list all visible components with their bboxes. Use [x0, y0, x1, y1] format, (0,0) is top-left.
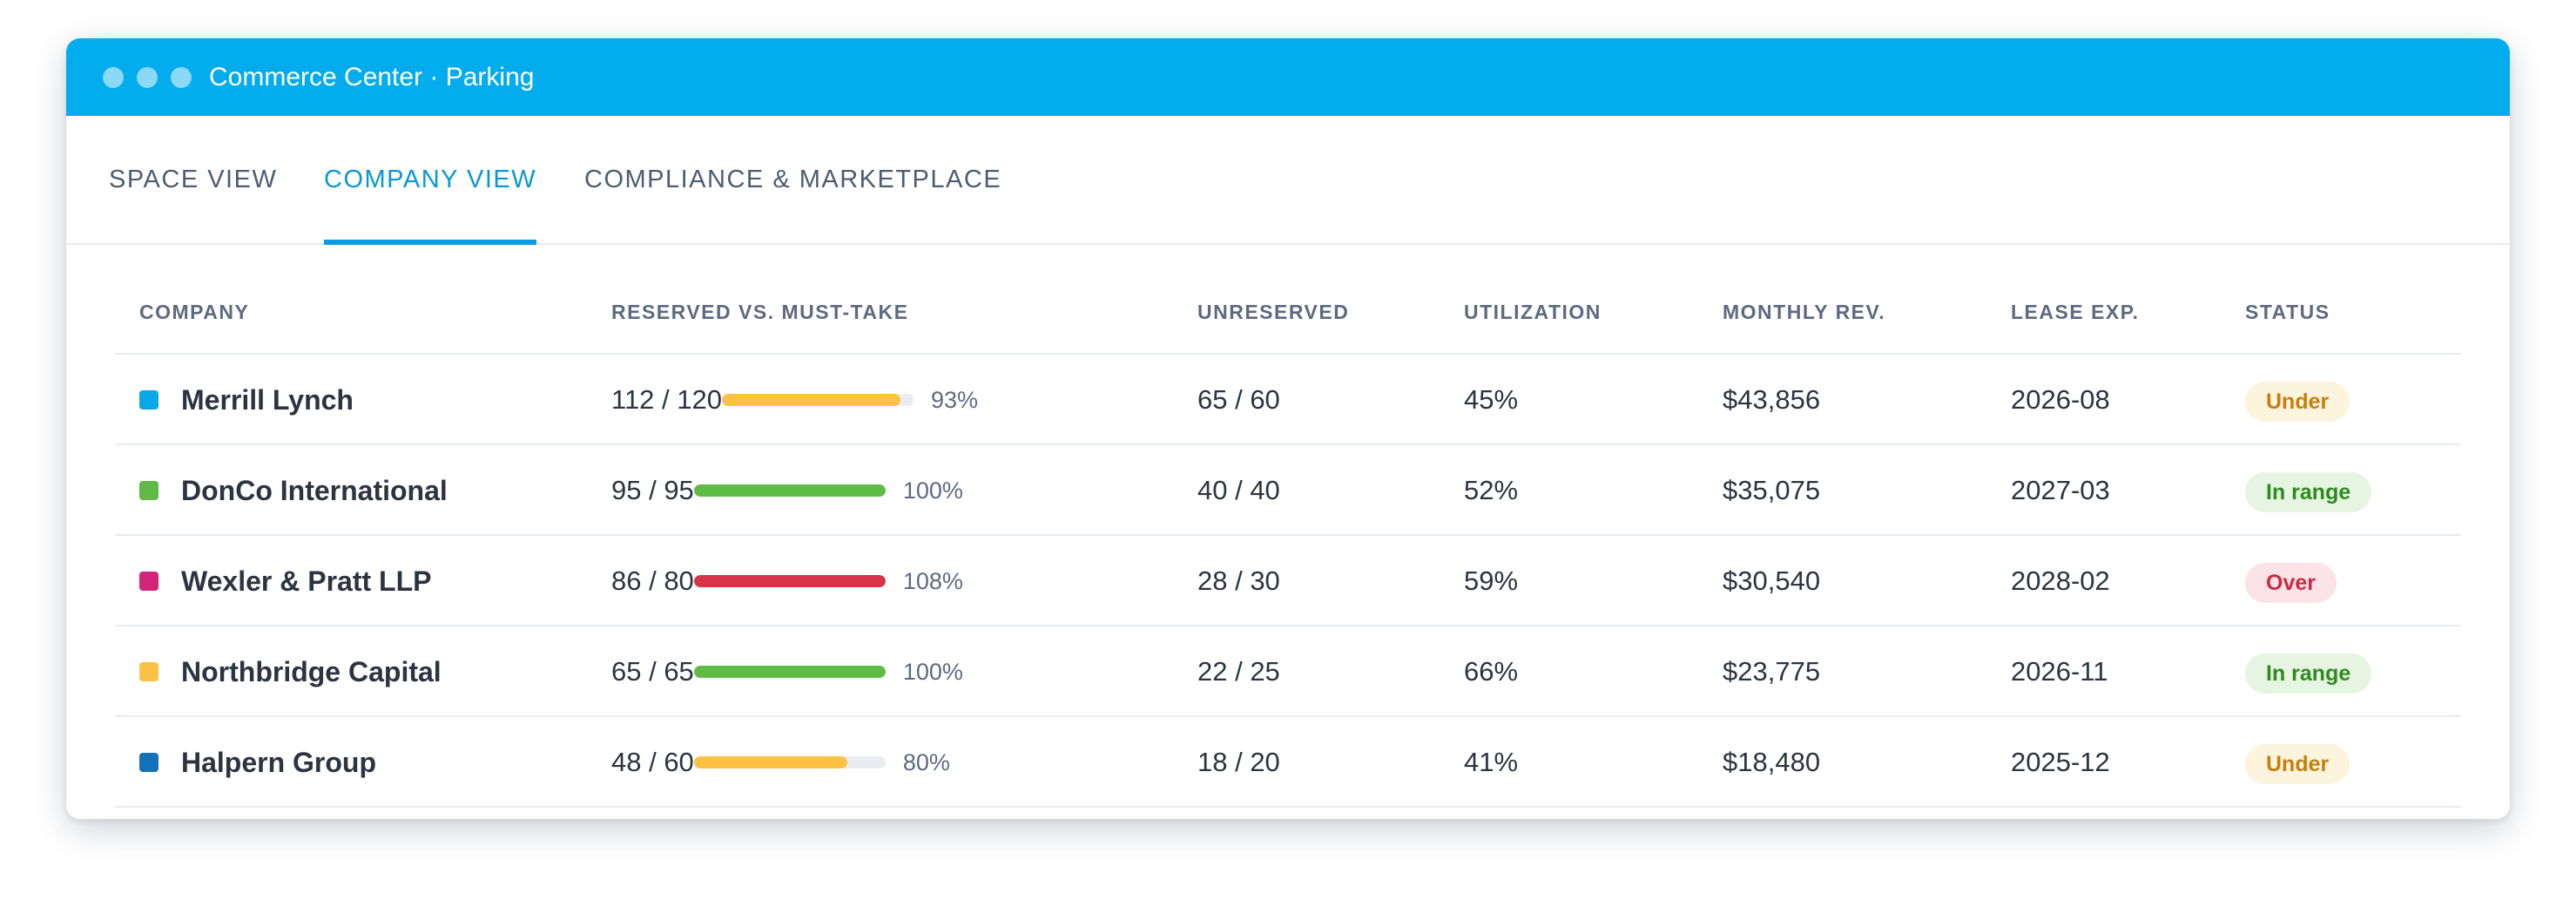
unreserved-cell: 65 / 60	[1197, 384, 1280, 415]
reserved-progress-bar	[693, 484, 886, 497]
company-cell: Merrill Lynch	[139, 355, 354, 445]
utilization-cell: 41%	[1464, 747, 1519, 777]
reserved-progress-fill	[693, 484, 886, 497]
table-row[interactable]: Wexler & Pratt LLP 86 / 80 108% 28 / 30 …	[115, 536, 2461, 626]
company-cell: Northbridge Capital	[139, 626, 442, 717]
monthly-revenue-cell: $43,856	[1723, 384, 1821, 415]
company-table: COMPANY RESERVED VS. MUST-TAKE UNRESERVE…	[115, 269, 2461, 808]
table-body: Merrill Lynch 112 / 120 93% 65 / 60 45% …	[115, 355, 2461, 808]
reserved-progress-fill	[693, 575, 886, 587]
header-unreserved[interactable]: UNRESERVED	[1197, 301, 1350, 323]
utilization-cell: 66%	[1464, 656, 1519, 687]
reserved-progress-bar	[693, 666, 886, 678]
monthly-revenue-cell: $30,540	[1723, 565, 1821, 596]
status-cell: In range	[2245, 445, 2372, 536]
company-cell: Halpern Group	[139, 717, 376, 808]
company-name[interactable]: Northbridge Capital	[181, 655, 442, 687]
reserved-cell: 95 / 95 100%	[611, 445, 963, 536]
tab-space-view[interactable]: SPACE VIEW	[109, 116, 277, 243]
maximize-dot-icon[interactable]	[171, 66, 192, 88]
status-badge: Over	[2245, 563, 2337, 603]
status-cell: In range	[2245, 626, 2372, 717]
company-name[interactable]: Halpern Group	[181, 746, 377, 778]
reserved-progress-bar	[721, 394, 914, 406]
monthly-revenue-cell: $35,075	[1723, 475, 1821, 505]
unreserved-cell: 28 / 30	[1197, 565, 1280, 596]
unreserved-cell: 40 / 40	[1197, 475, 1280, 505]
tab-label: COMPLIANCE & MARKETPLACE	[584, 166, 1002, 193]
app-window: Commerce Center · Parking SPACE VIEW COM…	[66, 38, 2510, 819]
reserved-percent: 108%	[902, 567, 963, 594]
reserved-cell: 65 / 65 100%	[611, 626, 963, 717]
reserved-count: 65 / 65	[611, 656, 694, 687]
lease-expiration-cell: 2027-03	[2011, 475, 2110, 505]
header-status[interactable]: STATUS	[2245, 301, 2330, 323]
unreserved-cell: 18 / 20	[1197, 747, 1280, 777]
lease-expiration-cell: 2026-11	[2011, 656, 2108, 687]
reserved-cell: 86 / 80 108%	[611, 536, 963, 626]
company-cell: Wexler & Pratt LLP	[139, 536, 431, 626]
reserved-count: 48 / 60	[611, 747, 694, 777]
tab-company-view[interactable]: COMPANY VIEW	[324, 116, 537, 245]
reserved-progress-bar	[693, 575, 886, 587]
reserved-count: 95 / 95	[611, 475, 694, 505]
company-name[interactable]: Merrill Lynch	[181, 383, 354, 416]
status-badge: Under	[2245, 744, 2350, 784]
table-header-row: COMPANY RESERVED VS. MUST-TAKE UNRESERVE…	[115, 269, 2461, 355]
header-company[interactable]: COMPANY	[139, 301, 250, 323]
unreserved-cell: 22 / 25	[1197, 656, 1280, 687]
tab-compliance-marketplace[interactable]: COMPLIANCE & MARKETPLACE	[584, 116, 1001, 243]
monthly-revenue-cell: $18,480	[1723, 747, 1821, 777]
utilization-cell: 59%	[1464, 565, 1519, 596]
company-name[interactable]: DonCo International	[181, 474, 448, 506]
view-tabs: SPACE VIEW COMPANY VIEW COMPLIANCE & MAR…	[66, 116, 2510, 245]
status-badge: In range	[2245, 472, 2372, 512]
reserved-count: 86 / 80	[611, 565, 694, 596]
table-row[interactable]: Halpern Group 48 / 60 80% 18 / 20 41% $1…	[115, 717, 2461, 808]
reserved-percent: 80%	[902, 748, 950, 775]
lease-expiration-cell: 2028-02	[2011, 565, 2110, 596]
table-row[interactable]: DonCo International 95 / 95 100% 40 / 40…	[115, 445, 2461, 536]
reserved-count: 112 / 120	[611, 384, 722, 415]
table-row[interactable]: Merrill Lynch 112 / 120 93% 65 / 60 45% …	[115, 355, 2461, 445]
reserved-progress-fill	[693, 666, 886, 678]
company-color-swatch	[139, 572, 158, 591]
status-cell: Under	[2245, 355, 2350, 445]
reserved-progress-fill	[693, 756, 847, 768]
status-badge: In range	[2245, 653, 2372, 694]
reserved-progress-bar	[693, 756, 886, 768]
company-cell: DonCo International	[139, 445, 448, 536]
reserved-percent: 93%	[930, 386, 979, 413]
header-utilization[interactable]: UTILIZATION	[1464, 301, 1602, 323]
utilization-cell: 52%	[1464, 475, 1519, 505]
header-monthly-revenue[interactable]: MONTHLY REV.	[1723, 301, 1886, 323]
title-bar: Commerce Center · Parking	[66, 38, 2510, 116]
close-dot-icon[interactable]	[103, 66, 124, 88]
table-row[interactable]: Northbridge Capital 65 / 65 100% 22 / 25…	[115, 626, 2461, 717]
utilization-cell: 45%	[1464, 384, 1519, 415]
status-cell: Over	[2245, 536, 2337, 626]
company-name[interactable]: Wexler & Pratt LLP	[181, 565, 432, 597]
status-cell: Under	[2245, 717, 2350, 808]
reserved-percent: 100%	[902, 658, 963, 685]
company-color-swatch	[139, 481, 158, 500]
minimize-dot-icon[interactable]	[137, 66, 158, 88]
reserved-cell: 48 / 60 80%	[611, 717, 950, 808]
lease-expiration-cell: 2025-12	[2011, 747, 2110, 777]
window-title: Commerce Center · Parking	[209, 62, 535, 91]
reserved-progress-fill	[721, 394, 900, 406]
tab-label: COMPANY VIEW	[324, 166, 537, 193]
lease-expiration-cell: 2026-08	[2011, 384, 2110, 415]
window-controls	[103, 66, 192, 88]
header-lease-expiration[interactable]: LEASE EXP.	[2011, 301, 2140, 323]
reserved-cell: 112 / 120 93%	[611, 355, 978, 445]
reserved-percent: 100%	[902, 477, 963, 504]
status-badge: Under	[2245, 382, 2350, 422]
header-reserved[interactable]: RESERVED VS. MUST-TAKE	[611, 301, 909, 323]
company-color-swatch	[139, 662, 158, 681]
tab-label: SPACE VIEW	[109, 166, 278, 193]
company-color-swatch	[139, 390, 158, 410]
company-color-swatch	[139, 753, 158, 772]
monthly-revenue-cell: $23,775	[1723, 656, 1821, 687]
